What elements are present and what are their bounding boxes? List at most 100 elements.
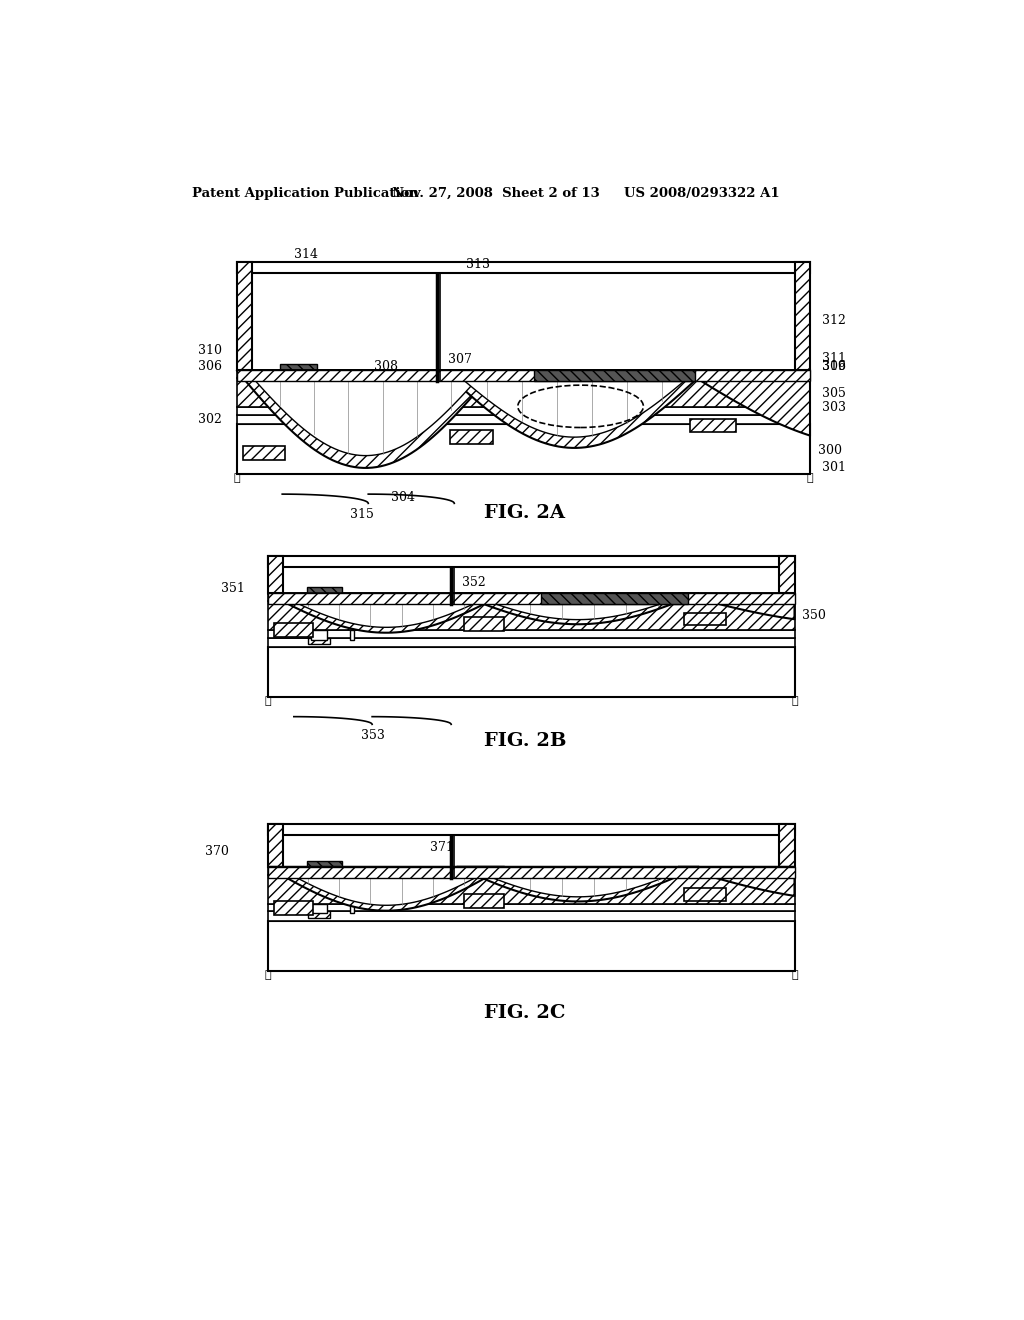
Bar <box>309 875 316 886</box>
Text: 351: 351 <box>221 582 245 595</box>
Bar <box>267 904 795 911</box>
Polygon shape <box>237 370 495 467</box>
Bar <box>308 638 331 644</box>
Polygon shape <box>466 594 690 619</box>
Bar <box>348 601 355 612</box>
Bar <box>346 876 356 882</box>
Bar <box>237 414 810 424</box>
Bar <box>339 370 346 389</box>
Bar <box>267 867 795 875</box>
Bar <box>307 861 342 867</box>
Bar <box>267 557 795 568</box>
Text: 317: 317 <box>552 370 575 381</box>
Bar <box>296 378 304 392</box>
Polygon shape <box>678 867 795 896</box>
Text: 304: 304 <box>391 491 416 504</box>
Polygon shape <box>267 867 505 911</box>
Text: ※: ※ <box>792 970 798 979</box>
Bar <box>684 612 726 626</box>
Bar <box>690 420 735 432</box>
Bar <box>349 904 353 913</box>
Bar <box>267 867 795 878</box>
Bar <box>451 430 493 444</box>
Text: 303: 303 <box>821 400 846 413</box>
Polygon shape <box>779 557 795 594</box>
Bar <box>327 414 345 421</box>
Bar <box>309 594 316 610</box>
Text: 315: 315 <box>350 508 374 520</box>
Bar <box>464 618 504 631</box>
Polygon shape <box>267 557 283 594</box>
Text: 302: 302 <box>198 413 221 426</box>
Polygon shape <box>237 263 252 370</box>
Text: 305: 305 <box>821 387 846 400</box>
Polygon shape <box>678 594 795 619</box>
Bar <box>267 594 795 605</box>
Text: 313: 313 <box>466 259 489 271</box>
Polygon shape <box>466 867 690 896</box>
Bar <box>267 601 795 631</box>
Text: US 2008/0293322 A1: US 2008/0293322 A1 <box>624 186 779 199</box>
Bar <box>267 594 795 601</box>
Bar <box>237 370 810 378</box>
Polygon shape <box>452 370 697 437</box>
Bar <box>283 378 290 392</box>
Bar <box>296 370 304 389</box>
Bar <box>348 875 355 886</box>
Bar <box>322 594 329 610</box>
Polygon shape <box>684 370 810 436</box>
Bar <box>309 867 316 884</box>
Text: 306: 306 <box>198 360 222 372</box>
Bar <box>273 623 313 638</box>
Bar <box>267 631 795 638</box>
Bar <box>322 875 329 886</box>
Text: 309: 309 <box>821 360 846 372</box>
Text: 353: 353 <box>361 730 385 742</box>
Text: 317: 317 <box>316 370 340 381</box>
Text: FIG. 2C: FIG. 2C <box>484 1005 565 1022</box>
Bar <box>284 407 302 416</box>
Text: 314: 314 <box>294 248 317 261</box>
Text: FIG. 2B: FIG. 2B <box>483 731 566 750</box>
Polygon shape <box>246 370 485 455</box>
Bar <box>325 370 333 389</box>
Text: 307: 307 <box>449 352 472 366</box>
Bar <box>267 921 795 970</box>
Bar <box>307 587 342 594</box>
Text: FIG. 2A: FIG. 2A <box>484 504 565 521</box>
Polygon shape <box>267 594 505 632</box>
Bar <box>464 894 504 908</box>
Text: Nov. 27, 2008  Sheet 2 of 13: Nov. 27, 2008 Sheet 2 of 13 <box>391 186 599 199</box>
Bar <box>308 911 331 917</box>
Text: 370: 370 <box>206 845 229 858</box>
Bar <box>267 825 795 836</box>
Bar <box>283 370 290 389</box>
Bar <box>267 647 795 697</box>
Text: 308: 308 <box>374 360 397 372</box>
Bar <box>237 407 810 414</box>
Text: Patent Application Publication: Patent Application Publication <box>191 186 418 199</box>
Text: 316: 316 <box>821 360 846 372</box>
Text: 300: 300 <box>818 445 842 458</box>
Polygon shape <box>779 825 795 867</box>
Text: ※: ※ <box>792 696 798 706</box>
Text: 311: 311 <box>821 352 846 366</box>
Bar <box>309 601 316 612</box>
Bar <box>535 370 694 381</box>
Bar <box>325 378 333 392</box>
Bar <box>349 631 353 640</box>
Bar <box>311 904 328 913</box>
Bar <box>237 424 810 474</box>
Text: 352: 352 <box>462 576 485 589</box>
Text: 371: 371 <box>430 841 454 854</box>
Bar <box>237 263 810 273</box>
Polygon shape <box>795 263 810 370</box>
Bar <box>322 867 329 884</box>
Polygon shape <box>276 594 496 627</box>
Text: ※: ※ <box>264 696 270 706</box>
Text: 350: 350 <box>802 609 826 622</box>
Bar <box>348 867 355 884</box>
Text: 310: 310 <box>198 345 222 358</box>
Polygon shape <box>267 825 283 867</box>
Bar <box>267 911 795 921</box>
